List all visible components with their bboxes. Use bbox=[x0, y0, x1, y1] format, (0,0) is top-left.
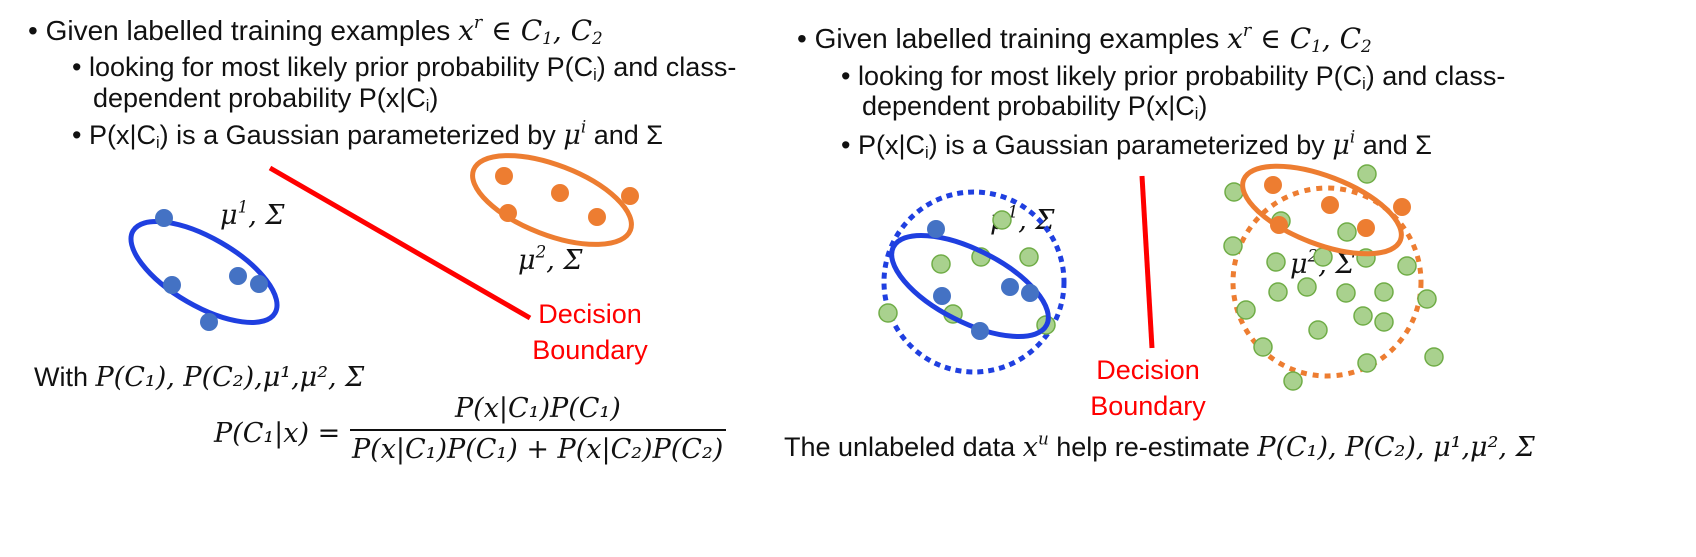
green-dot bbox=[878, 303, 898, 323]
left-subbullet-2: • P(x|Ci) is a Gaussian parameterized by… bbox=[72, 116, 663, 153]
math-x-r: xr ∈ C1, C2 bbox=[1227, 20, 1372, 57]
right-blue-dots bbox=[927, 220, 1039, 340]
blue-dot bbox=[927, 220, 945, 238]
green-dot bbox=[1268, 282, 1288, 302]
blue-dot bbox=[933, 287, 951, 305]
left-orange-dots bbox=[495, 167, 639, 226]
green-dot bbox=[1266, 252, 1286, 272]
left-subbullet-1-line1: • looking for most likely prior probabil… bbox=[72, 52, 737, 85]
right-subbullet-2: • P(x|Ci) is a Gaussian parameterized by… bbox=[841, 126, 1432, 163]
green-dot bbox=[1397, 256, 1417, 276]
right-mu1-label: μ1, Σ bbox=[990, 201, 1055, 236]
green-dot bbox=[1417, 289, 1437, 309]
green-dot bbox=[1424, 347, 1444, 367]
orange-dot bbox=[1357, 219, 1375, 237]
orange-dot bbox=[1321, 196, 1339, 214]
blue-dot bbox=[155, 209, 173, 227]
green-dot bbox=[1356, 248, 1376, 268]
formula-denominator: P(x|C₁)P(C₁) + P(x|C₂)P(C₂) bbox=[352, 434, 724, 465]
green-dot bbox=[943, 304, 963, 324]
bullet-dot: • bbox=[28, 15, 46, 46]
orange-dot bbox=[495, 167, 513, 185]
green-dot bbox=[931, 254, 951, 274]
green-dot bbox=[971, 247, 991, 267]
right-decision-boundary-label: Decision Boundary bbox=[1090, 355, 1206, 421]
left-orange-ellipse bbox=[470, 153, 634, 247]
green-dot bbox=[1353, 306, 1373, 326]
orange-dot bbox=[1393, 198, 1411, 216]
green-dot bbox=[1337, 222, 1357, 242]
formula-numerator: P(x|C₁)P(C₁) bbox=[455, 393, 621, 424]
orange-dot bbox=[1264, 176, 1282, 194]
orange-dot bbox=[621, 187, 639, 205]
green-dot bbox=[1253, 337, 1273, 357]
formula-lhs: P(C₁|x) = bbox=[214, 418, 341, 449]
green-dot bbox=[1374, 312, 1394, 332]
mu2-label: μ2, Σ bbox=[518, 241, 583, 276]
green-dot bbox=[1224, 182, 1244, 202]
orange-dot bbox=[588, 208, 606, 226]
blue-dot bbox=[250, 275, 268, 293]
blue-dot bbox=[163, 276, 181, 294]
blue-dot bbox=[200, 313, 218, 331]
green-dot bbox=[1297, 277, 1317, 297]
green-dot bbox=[1374, 282, 1394, 302]
green-dot bbox=[1271, 211, 1291, 231]
left-decision-boundary-line bbox=[268, 165, 532, 321]
bullet-text: Given labelled training examples bbox=[45, 15, 451, 46]
fraction-bar bbox=[350, 429, 726, 431]
right-orange-dots bbox=[1264, 176, 1411, 237]
right-bullet-1: • Given labelled training examples xr ∈ … bbox=[797, 20, 1372, 57]
green-dot bbox=[1236, 300, 1256, 320]
right-subbullet-1-line2: dependent probability P(x|Ci) bbox=[862, 91, 1208, 124]
blue-dot bbox=[229, 267, 247, 285]
orange-dot bbox=[499, 204, 517, 222]
green-dot bbox=[1357, 353, 1377, 373]
green-dot bbox=[1283, 371, 1303, 391]
right-mu2-label: μ2, Σ bbox=[1290, 245, 1355, 280]
right-subbullet-1-line1: • looking for most likely prior probabil… bbox=[841, 61, 1506, 94]
left-bullet-1: • Given labelled training examples xr ∈ … bbox=[28, 14, 603, 48]
blue-dot bbox=[1001, 278, 1019, 296]
green-dot bbox=[1308, 320, 1328, 340]
orange-dot bbox=[1270, 216, 1288, 234]
green-dot bbox=[1019, 247, 1039, 267]
left-subbullet-1-line2: dependent probability P(x|Ci) bbox=[93, 83, 439, 116]
green-dot bbox=[1223, 236, 1243, 256]
green-dot bbox=[1336, 283, 1356, 303]
math-x-r: xr ∈ C1, C2 bbox=[458, 12, 603, 49]
with-parameters-line: With P(C₁), P(C₂),μ¹,μ², Σ bbox=[34, 362, 365, 393]
mu1-label: μ1, Σ bbox=[220, 196, 285, 231]
green-dot bbox=[1357, 164, 1377, 184]
right-orange-dashed-circle bbox=[1230, 185, 1424, 379]
right-blue-ellipse bbox=[889, 232, 1051, 340]
green-dot bbox=[1036, 315, 1056, 335]
right-bottom-caption: The unlabeled data xu help re-estimate P… bbox=[784, 428, 1535, 463]
orange-dot bbox=[551, 184, 569, 202]
right-decision-boundary-line bbox=[1139, 175, 1155, 349]
blue-dot bbox=[971, 322, 989, 340]
blue-dot bbox=[1021, 284, 1039, 302]
left-decision-boundary-label: Decision Boundary bbox=[532, 299, 648, 365]
